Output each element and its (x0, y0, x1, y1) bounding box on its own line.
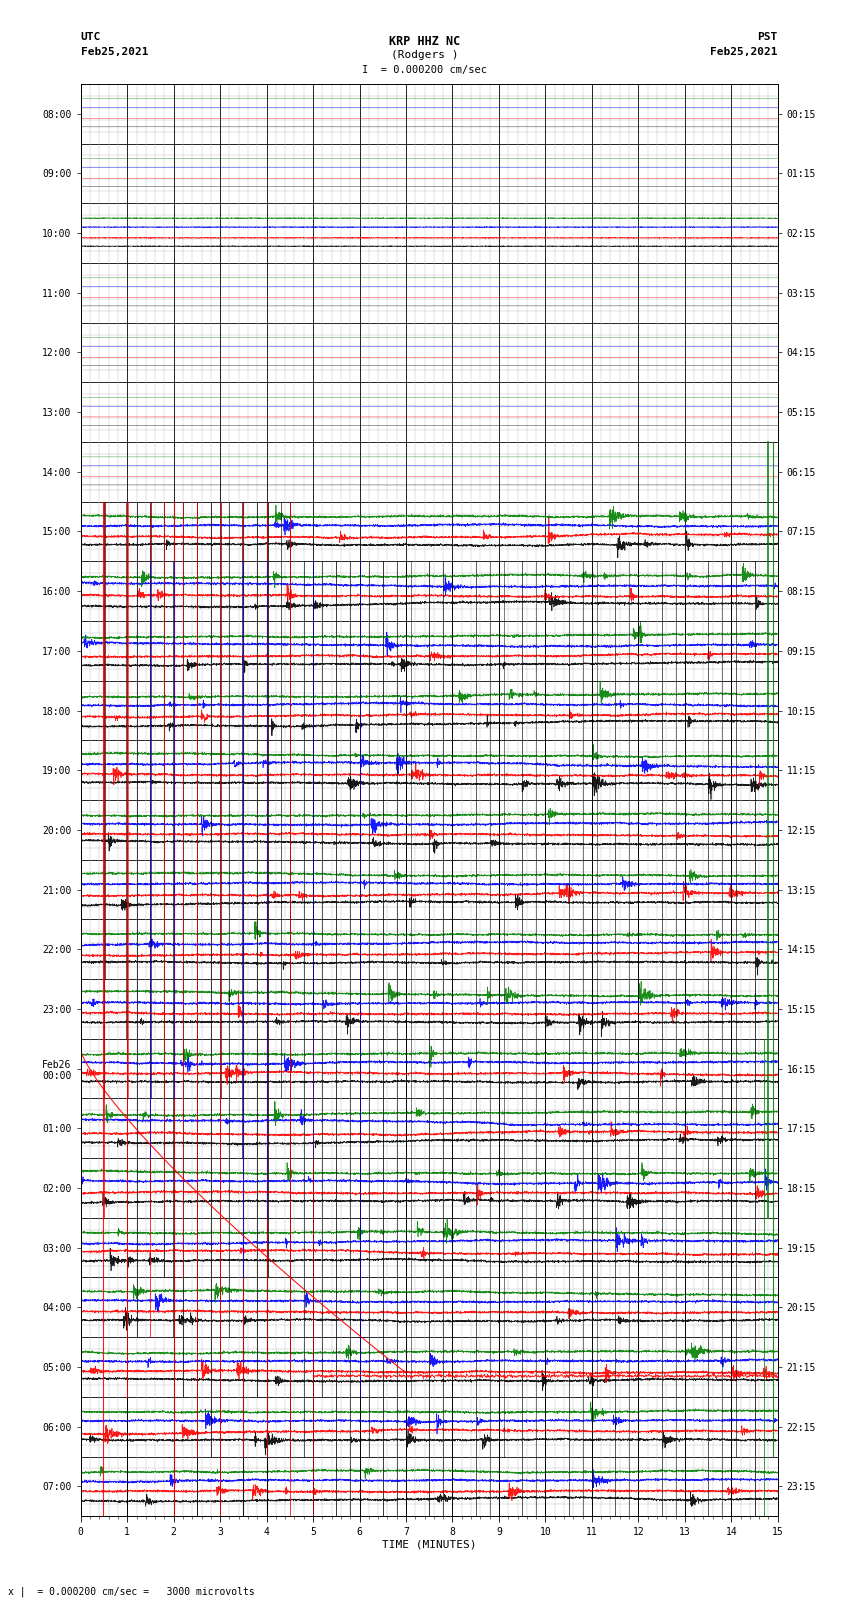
Text: KRP HHZ NC: KRP HHZ NC (389, 35, 461, 48)
Text: UTC: UTC (81, 32, 101, 42)
Text: Feb25,2021: Feb25,2021 (711, 47, 778, 56)
Text: I  = 0.000200 cm/sec: I = 0.000200 cm/sec (362, 65, 488, 74)
Text: Feb25,2021: Feb25,2021 (81, 47, 148, 56)
Text: (Rodgers ): (Rodgers ) (391, 50, 459, 60)
Text: PST: PST (757, 32, 778, 42)
Text: x |  = 0.000200 cm/sec =   3000 microvolts: x | = 0.000200 cm/sec = 3000 microvolts (8, 1586, 255, 1597)
X-axis label: TIME (MINUTES): TIME (MINUTES) (382, 1539, 477, 1550)
